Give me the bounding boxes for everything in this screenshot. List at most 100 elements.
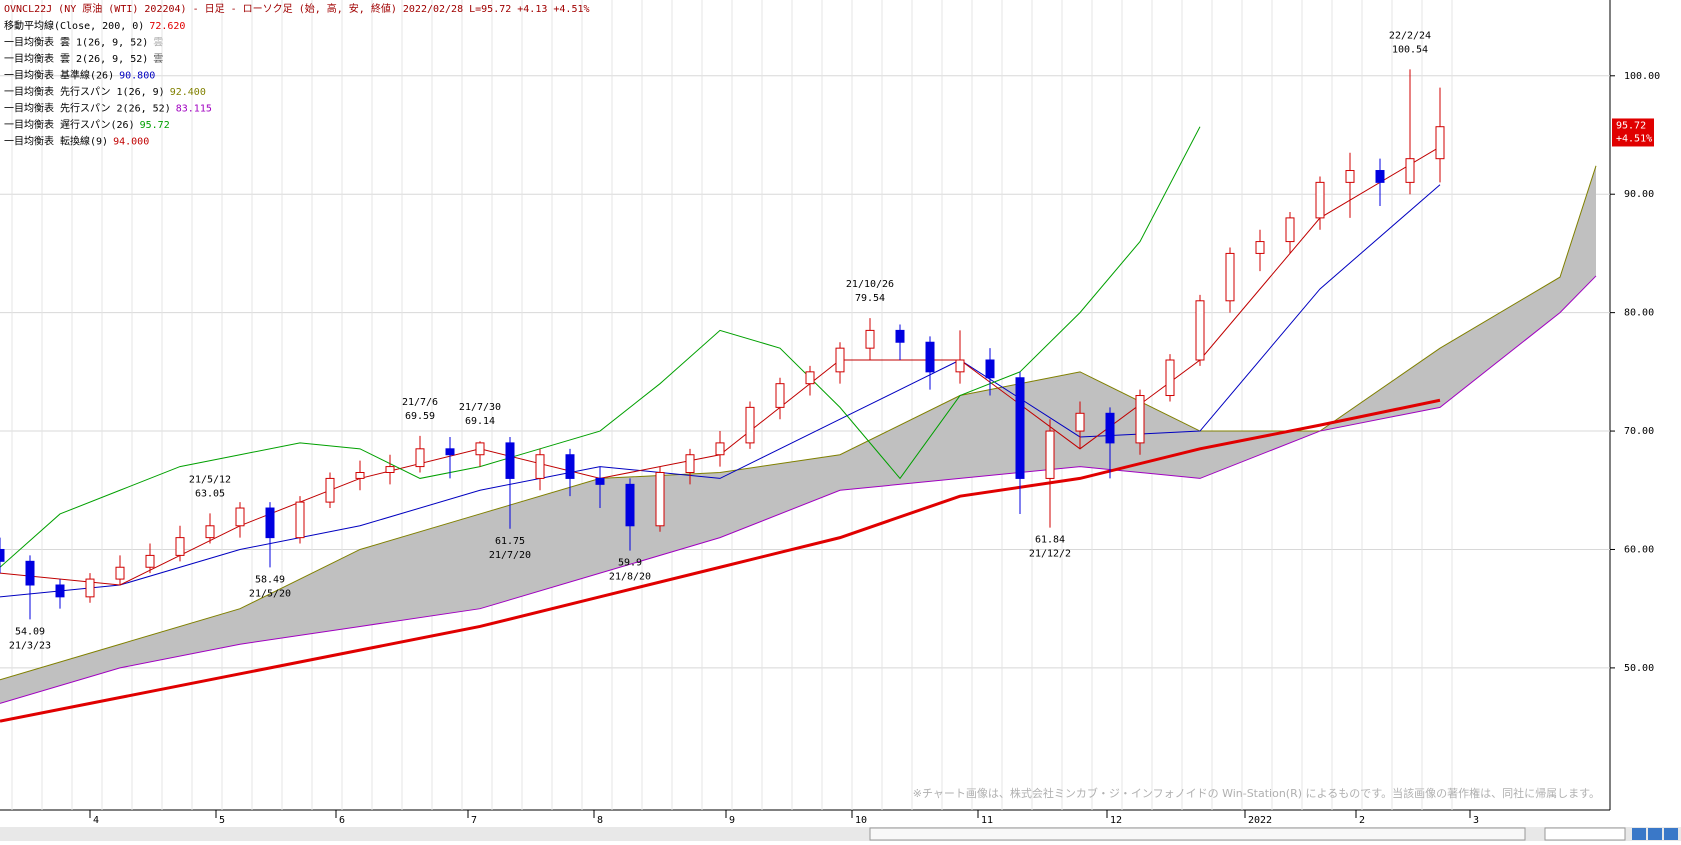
scrollbar-thumb[interactable] [869, 827, 1526, 841]
cloud-segment [1440, 277, 1560, 408]
y-tick-label: 90.00 [1624, 189, 1654, 200]
annotation-label: 69.59 [405, 411, 435, 422]
annotation-label: 21/5/12 [189, 474, 231, 485]
candle-body [1375, 170, 1385, 183]
x-tick-label: 3 [1473, 815, 1479, 826]
candle-body [775, 383, 785, 408]
candle-body [385, 466, 395, 474]
candle-body [1405, 158, 1415, 183]
indicator-line [0, 398, 1441, 723]
copyright: ※チャート画像は、株式会社ミンカブ・ジ・インフォノイドの Win-Station… [913, 786, 1600, 800]
legend-value: 雲 [153, 37, 163, 49]
candle-body [1135, 395, 1145, 444]
cloud-segment [840, 395, 960, 491]
candle-body [565, 454, 575, 479]
candle-body [925, 341, 935, 373]
candle-body [685, 454, 695, 474]
x-tick-label: 11 [981, 815, 993, 826]
annotation-label: 63.05 [195, 488, 225, 499]
annotation-label: 61.75 [495, 536, 525, 547]
cloud-segment [720, 454, 840, 538]
candle-body [265, 507, 275, 539]
indicator-line [0, 184, 1441, 598]
price-tag-change: +4.51% [1616, 133, 1652, 144]
candle-body [595, 477, 605, 485]
annotation-label: 21/7/30 [459, 402, 501, 413]
candle-body [1315, 181, 1325, 219]
cloud-segment [0, 644, 120, 704]
candle-body [355, 472, 365, 479]
annotation-label: 21/7/20 [489, 550, 531, 561]
cloud-segment [1560, 165, 1596, 313]
legend-name: 一目均衡表 遅行スパン(26) [4, 118, 135, 131]
candle-body [205, 525, 215, 539]
zoom-button[interactable] [1648, 828, 1662, 840]
candle-body [1015, 377, 1025, 479]
y-tick-label: 70.00 [1624, 426, 1654, 437]
candle-body [805, 371, 815, 385]
annotation-label: 22/2/24 [1389, 30, 1431, 41]
candle-body [415, 448, 425, 468]
x-tick-label: 7 [471, 815, 477, 826]
x-tick-label: 6 [339, 815, 345, 826]
candle-body [55, 584, 65, 598]
candle-body [1345, 170, 1355, 183]
leading-span-2 [0, 275, 1597, 704]
annotation-label: 21/12/2 [1029, 549, 1071, 560]
legend-name: 一目均衡表 雲 1(26, 9, 52) [4, 36, 148, 49]
y-tick-label: 80.00 [1624, 308, 1654, 319]
legend-name: 一目均衡表 先行スパン 1(26, 9) [4, 85, 165, 98]
annotation-label: 69.14 [465, 416, 495, 427]
annotation-label: 79.54 [855, 293, 885, 304]
legend-value: 72.620 [149, 21, 185, 32]
legend-name: 移動平均線(Close, 200, 0) [4, 19, 144, 32]
x-tick-label: 8 [597, 815, 603, 826]
y-tick-label: 50.00 [1624, 663, 1654, 674]
annotation-label: 21/10/26 [846, 279, 894, 290]
legend-value: 92.400 [170, 87, 206, 98]
annotation-label: 21/3/23 [9, 640, 51, 651]
candle-body [505, 442, 515, 479]
candle-body [1255, 241, 1265, 254]
x-tick-label: 5 [219, 815, 225, 826]
annotation-label: 21/5/20 [249, 588, 291, 599]
legend-value: 94.000 [113, 137, 149, 148]
candle-body [85, 578, 95, 598]
candles [0, 69, 1445, 620]
cloud-segment [120, 608, 240, 668]
candle-body [25, 560, 35, 586]
legend-name: 一目均衡表 先行スパン 2(26, 52) [4, 102, 171, 115]
x-tick-label: 12 [1110, 815, 1122, 826]
chart-title: OVNCL22J (NY 原油 (WTI) 202204) - 日足 - ローソ… [4, 2, 590, 15]
candle-body [715, 442, 725, 456]
legend-value: 95.72 [140, 120, 170, 131]
x-tick-label: 4 [93, 815, 99, 826]
legend-value: 90.800 [119, 71, 155, 82]
candle-body [625, 483, 635, 527]
candle-body [985, 359, 995, 379]
candle-body [325, 477, 335, 503]
candle-body [895, 329, 905, 343]
zoom-slider[interactable] [1544, 827, 1626, 841]
x-tick-label: 2 [1359, 815, 1365, 826]
annotation-label: 21/7/6 [402, 397, 438, 408]
candle-body [175, 537, 185, 556]
x-tick-label: 10 [855, 815, 867, 826]
zoom-button[interactable] [1632, 828, 1646, 840]
annotation-label: 54.09 [15, 626, 45, 637]
annotation-label: 58.49 [255, 574, 285, 585]
annotation-label: 59.9 [618, 558, 642, 569]
candle-body [475, 442, 485, 456]
legend-name: 一目均衡表 転換線(9) [4, 135, 108, 148]
cloud-segment [240, 549, 360, 645]
zoom-button[interactable] [1664, 828, 1678, 840]
candle-body [745, 406, 755, 444]
candle-body [1225, 252, 1235, 302]
cloud-segment [360, 513, 480, 627]
candle-body [1105, 412, 1115, 444]
candle-body [1075, 412, 1085, 432]
candle-body [295, 501, 305, 539]
candle-body [1195, 300, 1205, 361]
